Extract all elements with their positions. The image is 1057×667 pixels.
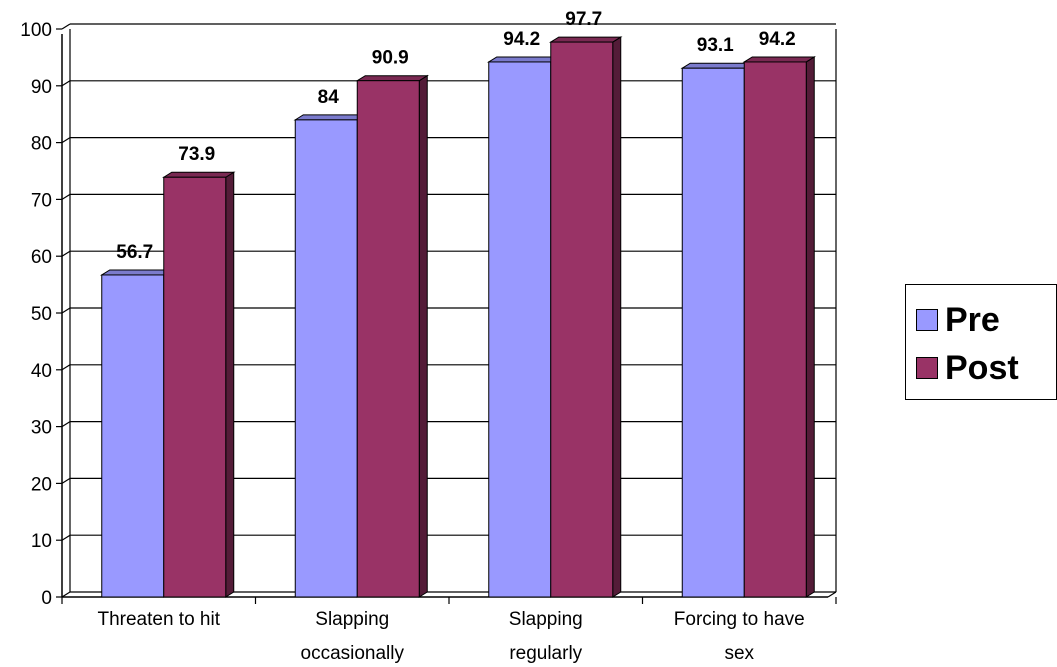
bar-top-pre bbox=[100, 269, 174, 276]
legend-swatch-pre bbox=[916, 309, 938, 331]
y-tick-label: 0 bbox=[41, 588, 52, 609]
y-tick-label: 50 bbox=[31, 304, 52, 325]
floor-depth-edge bbox=[827, 591, 837, 598]
gridline-depth bbox=[61, 80, 71, 87]
y-tick-label: 70 bbox=[31, 190, 52, 211]
bar-side-post bbox=[805, 56, 815, 598]
x-tick-label: Forcing to have bbox=[674, 609, 805, 630]
data-label-pre: 84 bbox=[318, 87, 340, 108]
legend-item-post: Post bbox=[916, 351, 1019, 385]
y-tick-label: 40 bbox=[31, 361, 52, 382]
y-tick-label: 60 bbox=[31, 247, 52, 268]
x-tick-label: Threaten to hit bbox=[97, 609, 220, 630]
gridline-depth bbox=[61, 23, 71, 30]
gridline-depth bbox=[61, 250, 71, 257]
bar-top-post bbox=[162, 171, 236, 178]
data-label-pre: 93.1 bbox=[697, 35, 734, 56]
bar-pre bbox=[294, 119, 358, 598]
bar-top-pre bbox=[680, 62, 754, 69]
data-label-pre: 56.7 bbox=[116, 242, 153, 263]
x-tick-label: Slapping bbox=[509, 609, 583, 630]
bar-post bbox=[743, 61, 807, 598]
x-tick-label: sex bbox=[724, 643, 754, 664]
gridline-depth bbox=[61, 137, 71, 144]
gridline-depth bbox=[61, 534, 71, 541]
bar-post bbox=[356, 80, 420, 598]
x-tick-label: regularly bbox=[509, 643, 582, 664]
gridline-depth bbox=[61, 421, 71, 428]
bar-top-pre bbox=[487, 56, 561, 63]
y-tick-label: 80 bbox=[31, 134, 52, 155]
data-label-post: 94.2 bbox=[759, 29, 796, 50]
bar-side-post bbox=[612, 36, 622, 598]
bar-pre bbox=[681, 67, 745, 598]
bar-top-post bbox=[742, 56, 816, 63]
y-tick-label: 30 bbox=[31, 418, 52, 439]
y-tick-label: 20 bbox=[31, 474, 52, 495]
bar-top-pre bbox=[293, 114, 367, 121]
bar-top-post bbox=[355, 75, 429, 82]
data-label-post: 90.9 bbox=[372, 48, 409, 69]
bar-top-post bbox=[549, 36, 623, 43]
bar-post bbox=[550, 41, 614, 598]
gridline-depth bbox=[61, 477, 71, 484]
bar-side-post bbox=[418, 74, 428, 598]
bar-side-post bbox=[225, 171, 235, 598]
x-tick-label: Slapping bbox=[315, 609, 389, 630]
bar-pre bbox=[488, 61, 552, 598]
gridline-depth bbox=[61, 364, 71, 371]
legend-label-pre: Pre bbox=[945, 301, 1000, 339]
data-label-post: 97.7 bbox=[565, 9, 602, 30]
data-label-post: 73.9 bbox=[178, 144, 215, 165]
y-tick-label: 100 bbox=[20, 20, 52, 41]
bar-post bbox=[163, 176, 227, 598]
legend-swatch-post bbox=[916, 357, 938, 379]
gridline-depth bbox=[61, 307, 71, 314]
y-tick-label: 90 bbox=[31, 77, 52, 98]
data-label-pre: 94.2 bbox=[503, 29, 540, 50]
y-tick-label: 10 bbox=[31, 531, 52, 552]
gridline-depth bbox=[61, 591, 71, 598]
legend-item-pre: Pre bbox=[916, 303, 1000, 337]
legend-label-post: Post bbox=[945, 349, 1019, 387]
bar-pre bbox=[101, 274, 165, 598]
gridline-depth bbox=[61, 193, 71, 200]
legend: Pre Post bbox=[905, 284, 1057, 400]
x-tick-label: occasionally bbox=[301, 643, 405, 664]
